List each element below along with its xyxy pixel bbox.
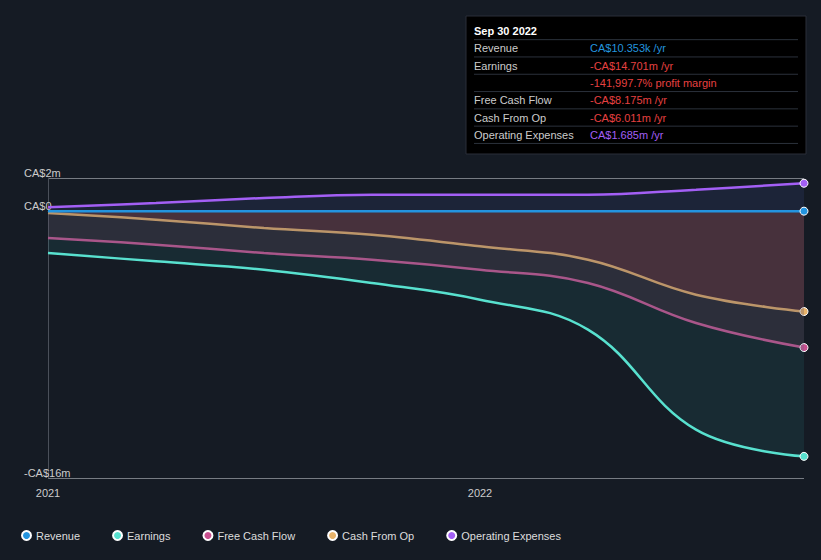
svg-text:Revenue: Revenue bbox=[474, 42, 518, 54]
svg-text:Sep 30 2022: Sep 30 2022 bbox=[474, 25, 537, 37]
svg-text:Cash From Op: Cash From Op bbox=[474, 112, 546, 124]
svg-text:-CA$6.011m /yr: -CA$6.011m /yr bbox=[590, 112, 667, 124]
svg-text:Revenue: Revenue bbox=[36, 530, 80, 542]
svg-text:Operating Expenses: Operating Expenses bbox=[461, 530, 561, 542]
svg-text:CA$10.353k /yr: CA$10.353k /yr bbox=[590, 42, 666, 54]
svg-text:Free Cash Flow: Free Cash Flow bbox=[217, 530, 295, 542]
svg-text:-CA$8.175m /yr: -CA$8.175m /yr bbox=[590, 94, 667, 106]
svg-text:Cash From Op: Cash From Op bbox=[342, 530, 414, 542]
svg-text:CA$2m: CA$2m bbox=[24, 167, 61, 179]
svg-text:-CA$14.701m /yr: -CA$14.701m /yr bbox=[590, 60, 673, 72]
svg-text:-CA$16m: -CA$16m bbox=[24, 467, 70, 479]
svg-text:CA$1.685m /yr: CA$1.685m /yr bbox=[590, 129, 664, 141]
svg-text:-141,997.7% profit margin: -141,997.7% profit margin bbox=[590, 77, 717, 89]
svg-text:Earnings: Earnings bbox=[127, 530, 171, 542]
svg-text:Free Cash Flow: Free Cash Flow bbox=[474, 94, 552, 106]
svg-text:CA$0: CA$0 bbox=[24, 200, 52, 212]
svg-text:2022: 2022 bbox=[468, 487, 492, 499]
svg-text:Operating Expenses: Operating Expenses bbox=[474, 129, 574, 141]
svg-text:Earnings: Earnings bbox=[474, 60, 518, 72]
svg-text:2021: 2021 bbox=[36, 487, 60, 499]
